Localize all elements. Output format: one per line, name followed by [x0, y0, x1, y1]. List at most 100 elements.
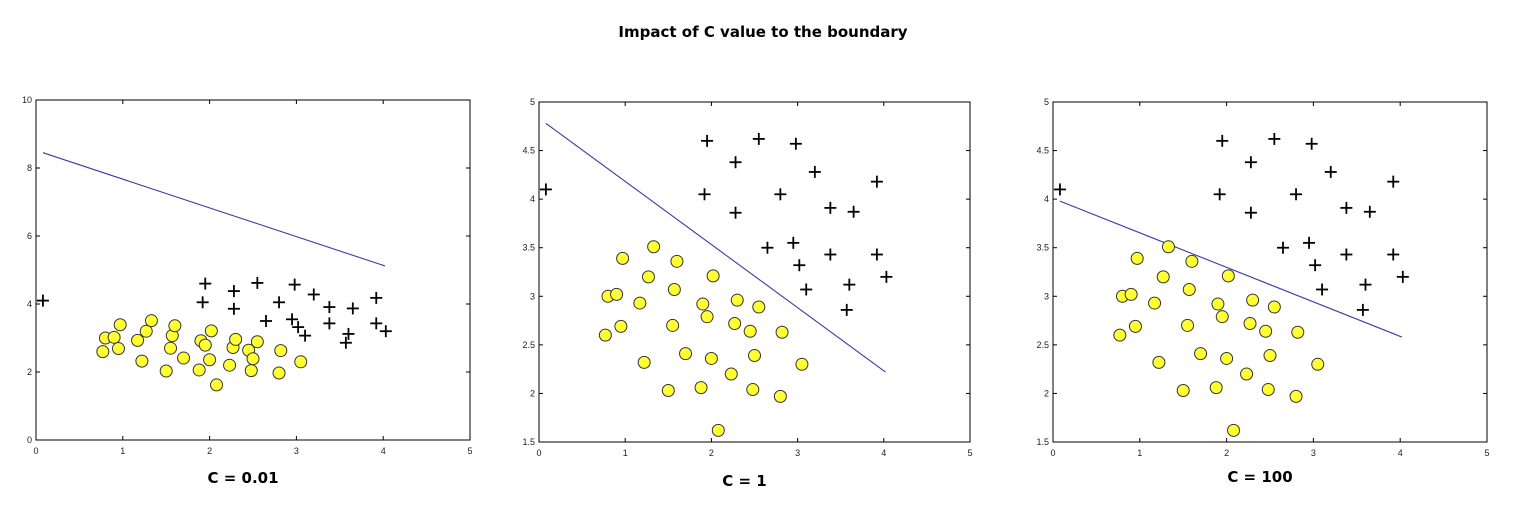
negative-point — [647, 240, 661, 254]
panel-2: 0 1 2 3 4 5 1.5 2 2.5 3 3.5 4 4.5 5 C = 1 — [522, 97, 972, 490]
negative-point — [598, 328, 612, 342]
negative-point — [706, 269, 720, 283]
positive-point — [346, 302, 359, 315]
negative-point — [250, 335, 264, 349]
negative-point — [1194, 347, 1208, 361]
negative-point — [694, 381, 708, 395]
negative-point — [1267, 300, 1281, 314]
negative-point — [223, 358, 237, 372]
negative-point — [641, 270, 655, 284]
negative-point — [274, 344, 288, 358]
positive-point — [273, 296, 286, 309]
positive-point — [1340, 201, 1353, 214]
negative-point — [610, 287, 624, 301]
positive-point — [787, 236, 800, 249]
positive-point — [870, 248, 883, 261]
negative-point — [246, 352, 260, 366]
positive-point — [342, 327, 355, 340]
x-tick-label: 2 — [709, 448, 714, 458]
positive-point — [701, 134, 714, 147]
negative-point — [1259, 324, 1273, 338]
positive-point — [1387, 175, 1400, 188]
y-tick-label: 4 — [1044, 194, 1049, 204]
positive-point — [847, 205, 860, 218]
positive-point — [800, 283, 813, 296]
positive-point — [36, 294, 49, 307]
negative-point — [1148, 296, 1162, 310]
negative-point — [192, 363, 206, 377]
positive-point — [1363, 205, 1376, 218]
positive-point — [288, 278, 301, 291]
x-tick-label: 5 — [1484, 448, 1489, 458]
positive-point — [1340, 248, 1353, 261]
y-tick-label: 1.5 — [1036, 437, 1049, 447]
negative-point — [616, 251, 630, 265]
positive-point — [370, 317, 383, 330]
negative-point — [203, 353, 217, 367]
plot-frame — [35, 99, 471, 441]
panel-1: 0 1 2 3 4 5 0 2 4 6 8 10 C = 0.01 — [22, 95, 473, 487]
negative-point — [1263, 349, 1277, 363]
negative-point — [1261, 383, 1275, 397]
x-tick-label: 4 — [1398, 448, 1403, 458]
decision-boundary — [42, 152, 386, 267]
positive-point — [1053, 183, 1066, 196]
negative-point — [711, 423, 725, 437]
x-tick-label: 1 — [623, 448, 628, 458]
positive-point — [761, 241, 774, 254]
negative-point — [661, 384, 675, 398]
negative-point — [679, 347, 693, 361]
negative-point — [131, 333, 145, 347]
positive-point — [793, 259, 806, 272]
negative-point — [1289, 389, 1303, 403]
negative-point — [1182, 282, 1196, 296]
negative-point — [1128, 319, 1142, 333]
plot-frame — [538, 101, 971, 443]
negative-point — [1220, 351, 1234, 365]
negative-point — [96, 345, 110, 359]
panel-caption: C = 1 — [722, 472, 766, 490]
negative-point — [1161, 240, 1175, 254]
positive-point — [824, 201, 837, 214]
negative-point — [135, 354, 149, 368]
negative-point — [704, 351, 718, 365]
negative-point — [1181, 318, 1195, 332]
y-tick-label: 5 — [530, 97, 535, 107]
y-tick-label: 2 — [530, 388, 535, 398]
y-tick-label: 3 — [1044, 291, 1049, 301]
positive-point — [260, 315, 273, 327]
panel-3: 0 1 2 3 4 5 1.5 2 2.5 3 3.5 4 4.5 5 C = 100 — [1036, 97, 1489, 486]
negative-point — [244, 364, 258, 378]
plot-frame — [1052, 101, 1488, 443]
positive-point — [1244, 156, 1257, 169]
negative-point — [272, 366, 286, 380]
x-tick-label: 2 — [207, 446, 212, 456]
y-tick-label: 2 — [1044, 388, 1049, 398]
x-tick-label: 0 — [1050, 448, 1055, 458]
negative-point — [724, 367, 738, 381]
negative-point — [210, 378, 224, 392]
negative-point — [743, 324, 757, 338]
positive-point — [286, 313, 299, 326]
x-tick-label: 0 — [33, 446, 38, 456]
x-tick-label: 5 — [467, 446, 472, 456]
decision-boundary — [1059, 200, 1403, 338]
negative-point — [775, 325, 789, 339]
y-tick-label: 3.5 — [1036, 243, 1049, 253]
positive-point — [539, 183, 552, 196]
negative-point — [1215, 310, 1229, 324]
negative-point — [164, 341, 178, 355]
negative-point — [229, 332, 243, 346]
negative-point — [696, 297, 710, 311]
positive-point — [843, 278, 856, 291]
negative-point — [113, 318, 127, 332]
positive-point — [1396, 270, 1409, 283]
negative-point — [159, 364, 173, 378]
positive-point — [292, 321, 305, 334]
negative-point — [666, 318, 680, 332]
negative-point — [198, 338, 212, 352]
positive-point — [1324, 165, 1337, 178]
negative-point — [294, 355, 308, 369]
negative-point — [1209, 381, 1223, 395]
negative-point — [1185, 254, 1199, 268]
